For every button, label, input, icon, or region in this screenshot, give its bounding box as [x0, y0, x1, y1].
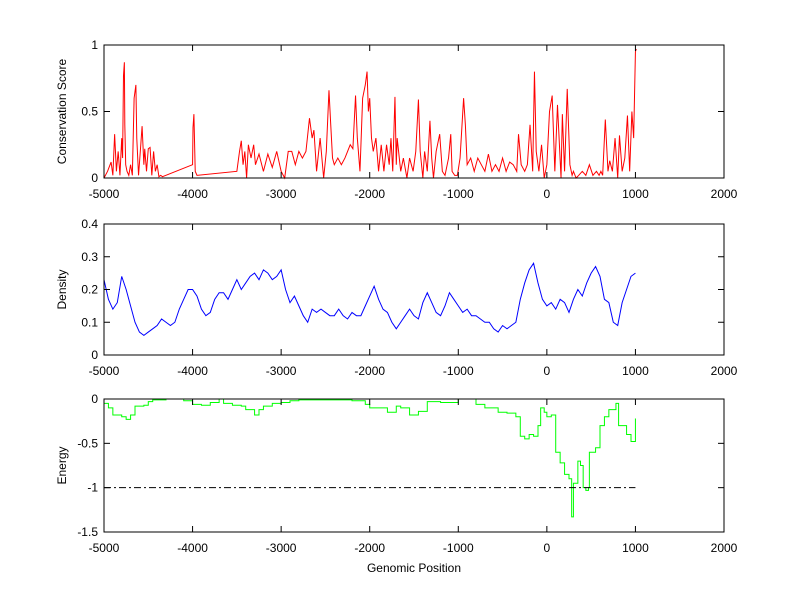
y-axis-label: Conservation Score — [55, 58, 69, 164]
axes-box — [103, 223, 725, 356]
axes-box — [103, 398, 725, 533]
y-axis-label: Energy — [55, 446, 69, 484]
y-tick-label: -1 — [87, 481, 98, 495]
x-tick-label: 1000 — [622, 364, 649, 378]
x-tick-label: -2000 — [354, 364, 385, 378]
y-tick-label: 0 — [91, 171, 98, 185]
x-tick-label: -5000 — [89, 187, 120, 201]
y-tick-label: 0.4 — [81, 217, 98, 231]
subplot-3: -5000 -4000 -3000 -2000 -1000 0 1000 2000 -1.5 -1… — [55, 392, 738, 575]
subplot-2: -5000 -4000 -3000 -2000 -1000 0 1000 2000 0 0.1 0.… — [55, 217, 738, 378]
y-tick-label: 0.1 — [81, 315, 98, 329]
x-tick-label: -3000 — [266, 187, 297, 201]
x-tick-label: -3000 — [266, 364, 297, 378]
x-tick-label: -1000 — [443, 187, 474, 201]
subplot-1: -5000 -4000 -3000 -2000 -1000 0 1000 2000 0 0.5 1 C… — [55, 38, 738, 201]
x-tick-label: 0 — [544, 364, 551, 378]
x-tick-label: 2000 — [711, 364, 738, 378]
series-line-conservation — [103, 48, 637, 180]
x-tick-label: -5000 — [89, 541, 120, 555]
x-tick-label: -4000 — [177, 364, 208, 378]
x-tick-label: -2000 — [354, 541, 385, 555]
x-tick-label: 2000 — [711, 187, 738, 201]
x-tick-label: -1000 — [443, 364, 474, 378]
x-tick-label: -5000 — [89, 364, 120, 378]
x-tick-label: -3000 — [266, 541, 297, 555]
y-tick-label: 0 — [91, 348, 98, 362]
x-tick-label: 2000 — [711, 541, 738, 555]
y-tick-label: 0.3 — [81, 250, 98, 264]
x-tick-label: -2000 — [354, 187, 385, 201]
x-tick-label: 1000 — [622, 541, 649, 555]
series-line-energy — [104, 398, 636, 518]
x-tick-label: -1000 — [443, 541, 474, 555]
y-tick-label: -1.5 — [77, 525, 98, 539]
y-tick-label: 1 — [91, 38, 98, 52]
y-tick-label: 0.5 — [81, 105, 98, 119]
x-tick-label: -4000 — [177, 187, 208, 201]
y-tick-label: -0.5 — [77, 436, 98, 450]
y-tick-label: 0 — [91, 392, 98, 406]
x-tick-label: 0 — [544, 541, 551, 555]
axes-box — [103, 44, 725, 179]
x-axis-label: Genomic Position — [367, 561, 461, 575]
y-axis-label: Density — [55, 269, 69, 309]
series-line-density — [103, 262, 636, 336]
y-tick-label: 0.2 — [81, 283, 98, 297]
x-tick-label: 1000 — [622, 187, 649, 201]
x-tick-label: 0 — [544, 187, 551, 201]
x-tick-label: -4000 — [177, 541, 208, 555]
